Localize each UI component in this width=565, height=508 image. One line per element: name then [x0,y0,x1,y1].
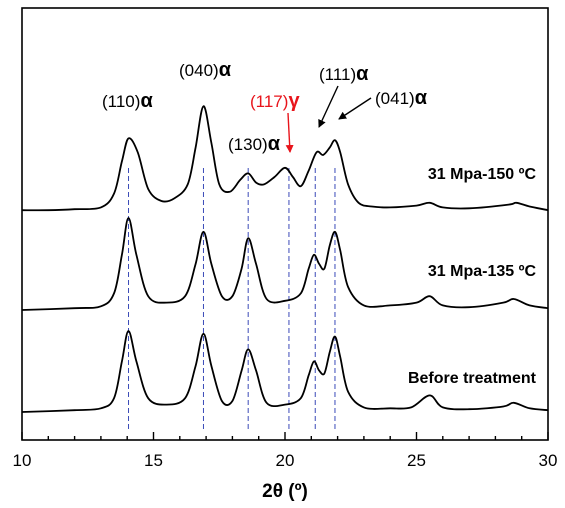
series-label: Before treatment [408,370,537,387]
x-axis-ticks [21,432,549,440]
series-labels: 31 Mpa-150 ºC 31 Mpa-135 ºC Before treatme… [408,166,537,387]
x-axis-tick-labels: 10 15 20 25 30 [13,451,558,470]
x-tick-label: 10 [13,451,32,470]
peak-label: (040)α [179,59,232,81]
x-axis-label: 2θ (º) [262,481,308,502]
x-tick-label: 15 [144,451,163,470]
peak-arrow [318,85,339,128]
peak-labels: (110)α (040)α (130)α (117)γ (111)α (041)α [102,59,428,155]
reference-lines [128,168,336,430]
series-label: 31 Mpa-150 ºC [428,166,537,183]
peak-label: (117)γ [250,90,300,112]
peak-label: (110)α [102,90,153,112]
peak-label: (130)α [228,133,281,155]
peak-label: (041)α [375,87,428,109]
x-tick-label: 20 [276,451,295,470]
diffraction-curves [21,105,549,413]
series-line [21,217,549,311]
peak-arrow [285,112,294,153]
x-tick-label: 30 [539,451,558,470]
peak-label: (111)α [319,63,369,85]
series-label: 31 Mpa-135 ºC [428,263,537,280]
x-tick-label: 25 [407,451,426,470]
series-line [21,330,549,413]
peak-arrow [338,97,372,120]
series-line [21,105,549,212]
